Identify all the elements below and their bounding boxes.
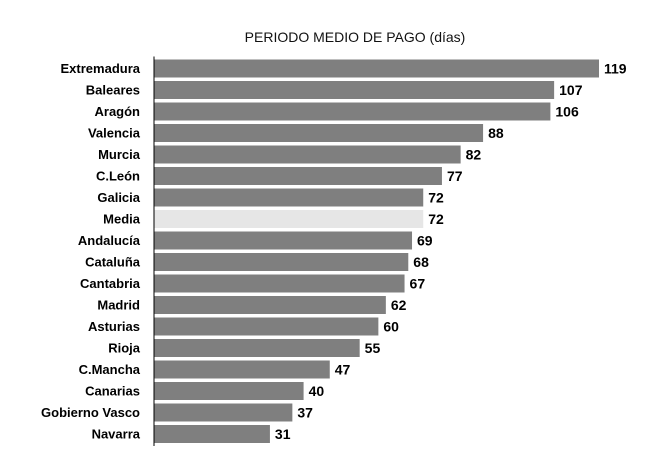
- bar-c-le-n: [154, 167, 442, 185]
- value-label: 72: [428, 211, 444, 227]
- value-label: 37: [297, 405, 313, 421]
- category-label: Baleares: [86, 83, 140, 98]
- value-label: 62: [391, 297, 407, 313]
- value-label: 72: [428, 190, 444, 206]
- value-label: 88: [488, 125, 504, 141]
- bar-gobierno-vasco: [154, 403, 293, 422]
- category-label: C.Mancha: [79, 362, 141, 377]
- category-label: Media: [103, 212, 141, 227]
- bar-andaluc-a: [154, 231, 413, 250]
- category-label: C.León: [96, 169, 140, 184]
- bar-arag-n: [154, 102, 551, 121]
- category-label: Aragón: [95, 104, 141, 119]
- category-label: Cantabria: [80, 276, 141, 291]
- value-label: 40: [309, 383, 325, 399]
- value-label: 107: [559, 82, 583, 98]
- category-label: Asturias: [88, 319, 140, 334]
- bar-madrid: [154, 296, 386, 314]
- bar-galicia: [154, 188, 424, 207]
- value-label: 55: [365, 340, 381, 356]
- value-label: 60: [383, 319, 399, 335]
- value-label: 31: [275, 426, 291, 442]
- category-label: Valencia: [88, 126, 141, 141]
- category-label: Extremadura: [61, 61, 141, 76]
- value-label: 47: [335, 362, 351, 378]
- value-label: 82: [466, 147, 482, 163]
- bar-rioja: [154, 339, 360, 357]
- bar-extremadura: [154, 59, 599, 78]
- category-label: Andalucía: [78, 233, 141, 248]
- category-label: Madrid: [97, 298, 140, 313]
- bars-group: Extremadura 119 Baleares 107 Aragón 106 Valenc…: [41, 59, 627, 443]
- category-label: Rioja: [108, 341, 141, 356]
- value-label: 69: [417, 233, 433, 249]
- category-label: Cataluña: [85, 255, 141, 270]
- bar-asturias: [154, 317, 379, 336]
- category-label: Murcia: [98, 147, 141, 162]
- bar-catalu-a: [154, 253, 409, 271]
- category-label: Gobierno Vasco: [41, 405, 140, 420]
- category-label: Navarra: [92, 427, 141, 442]
- category-label: Galicia: [97, 190, 140, 205]
- bar-navarra: [154, 425, 270, 443]
- bar-canarias: [154, 382, 304, 400]
- bar-c-mancha: [154, 360, 330, 379]
- bar-baleares: [154, 81, 555, 99]
- chart-title: PERIODO MEDIO DE PAGO (días): [245, 29, 466, 45]
- category-label: Canarias: [85, 384, 140, 399]
- bar-murcia: [154, 145, 461, 164]
- value-label: 119: [604, 61, 627, 77]
- bar-media: [154, 210, 424, 228]
- bar-cantabria: [154, 274, 405, 293]
- value-label: 68: [413, 254, 429, 270]
- value-label: 67: [410, 276, 426, 292]
- value-label: 106: [555, 104, 579, 120]
- value-label: 77: [447, 168, 463, 184]
- bar-valencia: [154, 124, 484, 142]
